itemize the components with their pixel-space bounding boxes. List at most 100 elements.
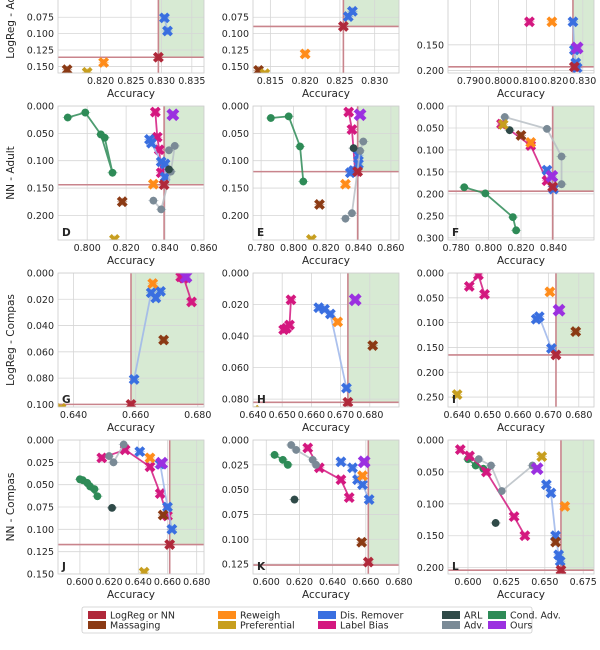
legend-label: Adv. — [464, 621, 484, 632]
data-point-reweigh — [544, 286, 556, 298]
y-tick-label: 0.125 — [27, 46, 54, 57]
data-point-dis_remover — [159, 12, 170, 24]
y-tick-label: 0.150 — [222, 62, 249, 73]
y-tick-label: 0.200 — [27, 211, 54, 222]
legend-item-ours: Ours — [488, 621, 532, 632]
x-tick-label: 0.800 — [485, 76, 512, 87]
chart-panel-H: 0.640 0.650 0.660 0.670 0.680 0.000 0.020 0.040… — [222, 269, 400, 434]
data-point-label_bias — [508, 511, 520, 522]
data-point-reweigh — [559, 500, 571, 512]
panel-label: J — [61, 561, 66, 573]
x-tick-label: 0.820 — [507, 243, 534, 254]
x-tick-label: 0.860 — [190, 243, 217, 254]
legend-label: Label Bias — [340, 621, 389, 632]
panel-label: E — [257, 227, 264, 239]
y-tick-label: 0.150 — [27, 570, 54, 581]
data-point-arl — [349, 144, 358, 153]
data-point-cond_adv — [460, 183, 469, 192]
chart-panel-top-2: 0.815 0.820 0.825 0.830 0.075 0.100 0.125 0.150… — [222, 0, 400, 100]
data-point-label_bias — [346, 124, 358, 135]
data-point-dis_remover — [162, 501, 173, 513]
data-point-reweigh — [546, 16, 558, 28]
data-point-preferential — [497, 119, 509, 130]
axes-frame — [252, 0, 400, 74]
x-tick-label: 0.640 — [125, 577, 152, 588]
x-tick-label: 0.675 — [570, 577, 597, 588]
legend-item-massaging: Massaging — [88, 621, 160, 632]
y-tick-label: 0.000 — [417, 269, 444, 280]
data-point-logreg — [152, 51, 164, 63]
y-tick-label: 0.100 — [417, 318, 444, 329]
x-axis-label: Accuracy — [107, 422, 155, 434]
data-point-label_bias — [302, 442, 314, 454]
data-point-label_bias — [96, 452, 108, 464]
legend-label: ARL — [464, 611, 483, 622]
data-point-reweigh — [147, 178, 159, 190]
y-tick-label: 0.000 — [27, 269, 54, 280]
y-tick-label: 0.100 — [417, 145, 444, 156]
y-tick-label: 0.075 — [27, 13, 54, 24]
data-point-arl — [290, 495, 299, 504]
x-axis-label: Accuracy — [302, 422, 350, 434]
data-point-reweigh — [525, 137, 537, 148]
axes-frame — [447, 272, 595, 408]
x-tick-label: 0.670 — [535, 410, 562, 421]
y-tick-label: 0.200 — [417, 563, 444, 574]
data-point-adv — [356, 146, 364, 155]
data-point-massaging — [570, 326, 582, 337]
x-axis-label: Accuracy — [497, 88, 545, 100]
y-tick-label: 0.075 — [222, 13, 249, 24]
data-point-dis_remover — [357, 479, 368, 491]
legend-item-adv: Adv. — [442, 621, 484, 632]
x-tick-label: 0.640 — [319, 577, 346, 588]
panel-label: D — [62, 227, 71, 239]
data-point-label_bias — [480, 466, 492, 478]
y-tick-label: 0.100 — [27, 29, 54, 40]
x-tick-label: 0.830 — [569, 76, 596, 87]
data-point-dis_remover — [363, 494, 375, 505]
row-label: NN - Compas — [5, 473, 17, 542]
data-point-label_bias — [343, 106, 355, 118]
y-tick-label: 0.100 — [222, 156, 249, 167]
panel-label: H — [257, 394, 266, 406]
data-point-dis_remover — [335, 456, 347, 468]
x-tick-label: 0.640 — [239, 410, 266, 421]
data-point-cond_adv — [90, 485, 99, 494]
x-tick-label: 0.670 — [327, 410, 354, 421]
y-tick-label: 0.100 — [222, 535, 249, 546]
y-tick-label: 0.200 — [417, 189, 444, 200]
y-tick-label: 0.020 — [27, 295, 54, 306]
y-tick-label: 0.020 — [222, 300, 249, 311]
y-tick-label: 0.080 — [27, 374, 54, 385]
data-point-label_bias — [343, 492, 355, 503]
data-point-massaging — [356, 536, 368, 548]
data-point-ours — [179, 273, 193, 284]
data-point-ours — [545, 169, 559, 183]
panel-label: K — [257, 561, 266, 573]
improvement-region — [572, 0, 594, 67]
data-point-preferential — [259, 68, 271, 73]
data-point-cond_adv — [270, 450, 279, 459]
y-tick-label: 0.150 — [417, 40, 444, 51]
data-point-label_bias — [284, 319, 295, 331]
x-tick-label: 0.680 — [184, 410, 211, 421]
plot-area — [448, 0, 594, 73]
data-point-preferential — [58, 402, 67, 407]
x-tick-label: 0.640 — [60, 410, 87, 421]
data-point-cond_adv — [283, 460, 292, 469]
data-point-label_bias — [472, 273, 484, 281]
data-point-reweigh — [144, 452, 156, 464]
x-axis-label: Accuracy — [302, 88, 350, 100]
x-tick-label: 0.620 — [95, 577, 122, 588]
x-tick-label: 0.650 — [531, 577, 558, 588]
y-tick-label: 0.000 — [222, 436, 249, 447]
x-tick-label: 0.660 — [504, 410, 531, 421]
data-point-label_bias — [519, 530, 531, 542]
data-point-reweigh — [299, 48, 311, 60]
series-line-adv — [478, 458, 534, 493]
y-tick-label: 0.040 — [222, 332, 249, 343]
data-point-adv — [165, 146, 173, 155]
data-point-adv — [312, 460, 320, 469]
axes-frame — [252, 439, 400, 575]
data-point-dis_remover — [159, 171, 171, 183]
